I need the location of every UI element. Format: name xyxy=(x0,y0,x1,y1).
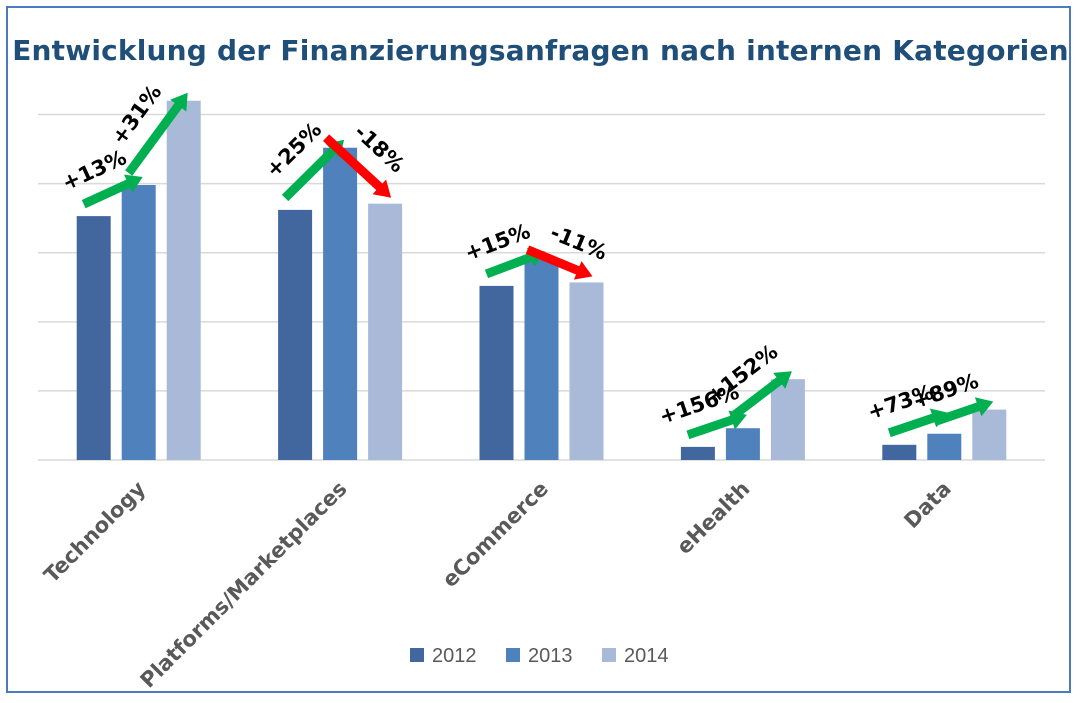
up-arrow-icon xyxy=(730,371,792,420)
up-arrow-icon xyxy=(887,408,949,438)
category-label: Technology xyxy=(39,476,150,587)
bar-2013-0 xyxy=(121,185,156,460)
category-label: Platforms/Marketplaces xyxy=(136,477,352,693)
bar-2013-4 xyxy=(927,433,962,460)
up-arrow-icon xyxy=(81,174,143,209)
bar-2014-0 xyxy=(166,100,201,461)
category-label: eHealth xyxy=(672,477,754,559)
legend-label: 2013 xyxy=(528,645,573,667)
category-label: Data xyxy=(899,477,955,533)
up-arrow-icon xyxy=(932,397,994,426)
category-label: eCommerce xyxy=(438,477,553,592)
bar-2012-2 xyxy=(479,285,514,460)
legend-swatch xyxy=(506,648,520,662)
change-label: +152% xyxy=(702,340,782,409)
legend-swatch xyxy=(410,648,424,662)
up-arrow-icon xyxy=(281,139,345,202)
legend-swatch xyxy=(602,648,616,662)
bar-2013-1 xyxy=(323,147,358,460)
bar-2012-1 xyxy=(278,209,313,460)
bar-2012-4 xyxy=(882,444,917,460)
bar-2012-3 xyxy=(680,446,715,460)
legend-label: 2014 xyxy=(624,645,669,667)
bar-2013-2 xyxy=(524,259,559,460)
up-arrow-icon xyxy=(686,410,747,440)
bar-2014-2 xyxy=(569,282,604,460)
legend-label: 2012 xyxy=(432,645,477,667)
bar-2014-1 xyxy=(368,203,403,460)
chart-title: Entwicklung der Finanzierungsanfragen na… xyxy=(12,34,1069,67)
down-arrow-icon xyxy=(525,245,593,280)
up-arrow-icon xyxy=(125,92,188,176)
bar-2014-3 xyxy=(770,379,805,460)
down-arrow-icon xyxy=(323,134,392,198)
bar-2013-3 xyxy=(725,428,760,460)
bar-2012-0 xyxy=(76,216,111,460)
bar-2014-4 xyxy=(972,409,1007,460)
